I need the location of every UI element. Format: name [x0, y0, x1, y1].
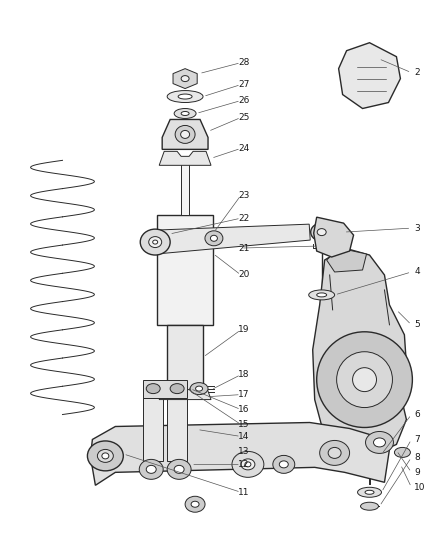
Text: 18: 18	[238, 370, 249, 379]
Text: 9: 9	[414, 468, 420, 477]
Ellipse shape	[210, 235, 217, 241]
Bar	[143, 379, 187, 398]
Ellipse shape	[196, 386, 202, 391]
Bar	[143, 398, 163, 462]
Ellipse shape	[205, 231, 223, 246]
Ellipse shape	[232, 451, 264, 478]
Text: 21: 21	[238, 244, 249, 253]
Ellipse shape	[170, 384, 184, 393]
Text: 26: 26	[238, 96, 249, 105]
Text: 2: 2	[414, 68, 420, 77]
Ellipse shape	[395, 447, 410, 457]
Circle shape	[337, 352, 392, 408]
Ellipse shape	[167, 459, 191, 479]
Ellipse shape	[175, 125, 195, 143]
Ellipse shape	[366, 432, 393, 454]
Ellipse shape	[320, 440, 350, 465]
Polygon shape	[327, 248, 367, 272]
Ellipse shape	[149, 237, 162, 247]
Text: 10: 10	[414, 483, 426, 492]
Ellipse shape	[360, 502, 378, 510]
Polygon shape	[339, 43, 400, 109]
Text: 15: 15	[238, 420, 249, 429]
Bar	[167, 398, 187, 462]
Ellipse shape	[146, 465, 156, 473]
Ellipse shape	[317, 229, 326, 236]
Ellipse shape	[174, 109, 196, 118]
Polygon shape	[162, 119, 208, 149]
Text: 8: 8	[414, 453, 420, 462]
Text: 20: 20	[238, 270, 249, 279]
Polygon shape	[90, 423, 389, 486]
Ellipse shape	[279, 461, 288, 468]
Text: 11: 11	[238, 488, 249, 497]
Ellipse shape	[273, 455, 295, 473]
Text: 28: 28	[238, 58, 249, 67]
Text: 12: 12	[238, 460, 249, 469]
Bar	[157, 215, 213, 325]
Bar	[181, 160, 189, 215]
Text: 3: 3	[414, 224, 420, 232]
Ellipse shape	[167, 91, 203, 102]
Text: 7: 7	[414, 435, 420, 444]
Polygon shape	[314, 217, 353, 257]
Text: 22: 22	[238, 214, 249, 223]
Ellipse shape	[374, 438, 385, 447]
Polygon shape	[159, 385, 211, 400]
Text: 6: 6	[414, 410, 420, 419]
Text: 13: 13	[238, 447, 249, 456]
Ellipse shape	[309, 290, 335, 300]
Text: 17: 17	[238, 390, 249, 399]
Polygon shape	[155, 224, 310, 254]
Bar	[167, 325, 203, 390]
Text: 24: 24	[238, 144, 249, 153]
Text: 14: 14	[238, 432, 249, 441]
Ellipse shape	[317, 293, 327, 297]
Text: 4: 4	[414, 268, 420, 277]
Text: 27: 27	[238, 80, 249, 89]
Ellipse shape	[102, 453, 109, 459]
Text: 5: 5	[414, 320, 420, 329]
Text: 19: 19	[238, 325, 249, 334]
Ellipse shape	[153, 240, 158, 244]
Ellipse shape	[357, 487, 381, 497]
Ellipse shape	[181, 76, 189, 82]
Ellipse shape	[241, 459, 255, 470]
Text: 16: 16	[238, 405, 249, 414]
Ellipse shape	[180, 131, 190, 139]
Ellipse shape	[328, 447, 341, 458]
Ellipse shape	[190, 383, 208, 394]
Ellipse shape	[139, 459, 163, 479]
Ellipse shape	[88, 441, 124, 471]
Polygon shape	[313, 248, 406, 455]
Circle shape	[353, 368, 377, 392]
Ellipse shape	[181, 111, 189, 116]
Circle shape	[317, 332, 413, 427]
Text: 25: 25	[238, 113, 249, 122]
Ellipse shape	[245, 462, 251, 467]
Ellipse shape	[97, 449, 113, 462]
Ellipse shape	[311, 223, 332, 241]
Polygon shape	[159, 151, 211, 165]
Text: 23: 23	[238, 191, 249, 200]
Polygon shape	[173, 69, 197, 88]
Ellipse shape	[174, 465, 184, 473]
Ellipse shape	[140, 229, 170, 255]
Ellipse shape	[185, 496, 205, 512]
Ellipse shape	[191, 501, 199, 507]
Ellipse shape	[178, 94, 192, 99]
Ellipse shape	[365, 490, 374, 494]
Ellipse shape	[146, 384, 160, 393]
